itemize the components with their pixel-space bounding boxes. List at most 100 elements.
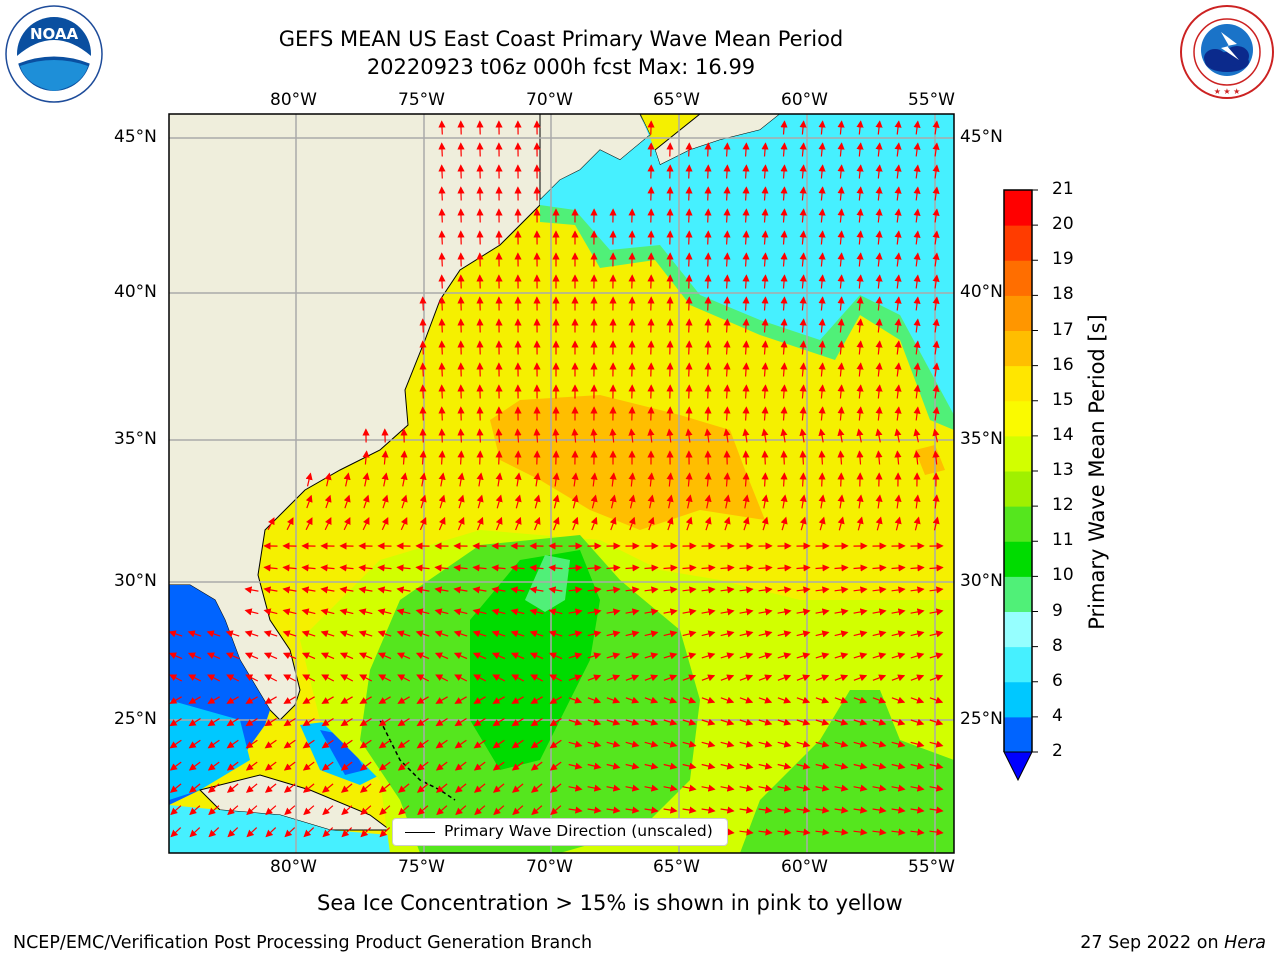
wave-arrow xyxy=(360,827,372,838)
wave-arrow xyxy=(321,717,334,727)
wave-arrow xyxy=(263,608,278,616)
wave-arrow xyxy=(704,274,712,289)
wave-arrow xyxy=(283,761,296,771)
wave-arrow xyxy=(913,384,921,399)
wave-arrow xyxy=(472,564,487,572)
wave-arrow xyxy=(682,630,697,638)
wave-arrow xyxy=(358,630,373,638)
lon-tick-top-70w: 70°W xyxy=(526,90,573,110)
lat-tick-right-40n: 40°N xyxy=(960,282,1003,302)
wave-arrow xyxy=(510,564,525,572)
wave-arrow xyxy=(913,406,921,421)
wave-arrow xyxy=(758,564,773,572)
wave-arrow xyxy=(320,608,335,616)
wave-arrow xyxy=(739,762,754,770)
wave-arrow xyxy=(856,252,864,267)
colorbar-bin xyxy=(1004,471,1032,507)
wave-arrow xyxy=(397,783,410,793)
wave-arrow xyxy=(758,784,773,792)
colorbar-tick-label: 21 xyxy=(1052,179,1074,199)
wave-arrow xyxy=(398,805,410,816)
wave-arrow xyxy=(533,516,541,531)
wave-arrow xyxy=(799,472,807,487)
wave-arrow xyxy=(512,805,524,816)
wave-arrow xyxy=(682,652,697,660)
wave-arrow xyxy=(283,696,296,704)
wave-arrow xyxy=(685,274,693,289)
wave-arrow xyxy=(434,608,449,616)
lon-tick-bottom-75w: 75°W xyxy=(398,857,445,877)
wave-arrow xyxy=(246,805,258,816)
colorbar-bin xyxy=(1004,295,1032,331)
wave-arrow xyxy=(590,494,598,509)
wave-arrow xyxy=(701,652,716,660)
wave-arrow xyxy=(932,142,940,157)
wave-arrow xyxy=(875,428,883,443)
wave-arrow xyxy=(723,340,731,355)
wave-arrow xyxy=(685,362,693,377)
colorbar-label: Primary Wave Mean Period [s] xyxy=(1085,314,1109,630)
wave-arrow xyxy=(568,696,583,704)
colorbar-bin xyxy=(1004,576,1032,612)
wave-arrow xyxy=(188,696,201,704)
wave-arrow xyxy=(685,164,693,179)
wave-arrow xyxy=(476,450,484,465)
wave-arrow xyxy=(264,674,278,682)
wave-arrow xyxy=(552,428,560,443)
wave-arrow xyxy=(834,674,849,682)
wave-arrow xyxy=(761,296,769,311)
wave-arrow xyxy=(283,717,296,727)
wave-arrow xyxy=(419,450,427,465)
wave-arrow xyxy=(438,384,446,399)
wave-arrow xyxy=(625,630,640,638)
wave-arrow xyxy=(606,718,621,726)
wave-arrow xyxy=(837,274,845,289)
wave-arrow xyxy=(780,428,788,443)
wave-arrow xyxy=(227,827,239,838)
wave-arrow xyxy=(932,164,940,179)
wave-arrow xyxy=(853,762,868,770)
wave-arrow xyxy=(799,230,807,245)
lon-tick-bottom-65w: 65°W xyxy=(653,857,700,877)
wave-arrow xyxy=(875,340,883,355)
wave-arrow xyxy=(799,142,807,157)
wave-arrow xyxy=(682,586,697,594)
wave-arrow xyxy=(739,608,754,616)
wave-arrow xyxy=(493,805,505,816)
wave-arrow xyxy=(663,740,678,748)
wave-arrow xyxy=(777,630,792,638)
wave-arrow xyxy=(359,739,372,749)
wave-arrow xyxy=(777,608,792,616)
wave-arrow xyxy=(853,828,868,836)
colorbar-bin xyxy=(1004,435,1032,472)
wave-arrow xyxy=(894,450,902,465)
wave-arrow xyxy=(225,630,240,638)
wave-arrow xyxy=(742,164,750,179)
wave-arrow xyxy=(815,740,830,748)
wave-arrow xyxy=(244,586,259,594)
wave-arrow xyxy=(682,784,697,792)
wave-arrow xyxy=(723,362,731,377)
wave-arrow xyxy=(894,120,902,135)
wave-arrow xyxy=(322,805,334,816)
wave-arrow xyxy=(245,761,258,771)
wave-arrow xyxy=(169,717,182,727)
wave-arrow xyxy=(358,652,373,660)
wave-arrow xyxy=(856,120,864,135)
wave-arrow xyxy=(378,696,391,704)
wave-arrow xyxy=(476,472,484,487)
nws-logo: ★ ★ ★ xyxy=(1180,5,1274,99)
wave-arrow xyxy=(169,696,182,704)
wave-arrow xyxy=(339,586,354,594)
wave-arrow xyxy=(815,652,830,660)
wave-arrow xyxy=(761,186,769,201)
wave-arrow xyxy=(758,696,773,704)
wave-arrow xyxy=(378,739,391,749)
wave-arrow xyxy=(415,586,430,594)
wave-arrow xyxy=(339,608,354,616)
wave-arrow xyxy=(891,762,906,770)
wave-arrow xyxy=(301,586,316,594)
wave-arrow xyxy=(587,586,602,594)
wave-arrow xyxy=(473,739,486,749)
wave-arrow xyxy=(282,586,297,594)
